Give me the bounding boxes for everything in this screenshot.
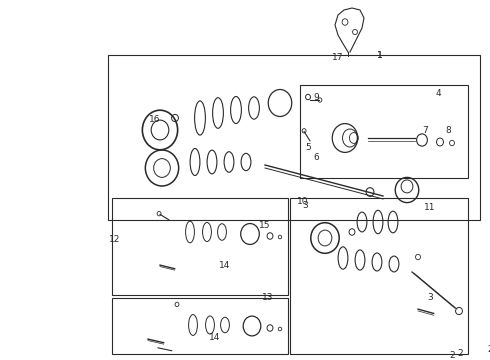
Text: 15: 15 (259, 220, 271, 230)
Text: 14: 14 (220, 261, 231, 270)
Text: 7: 7 (422, 126, 428, 135)
Text: 3: 3 (427, 293, 433, 302)
Text: 17: 17 (332, 53, 344, 62)
Text: 14: 14 (209, 333, 220, 342)
Bar (290, 198, 468, 354)
Text: 4: 4 (435, 89, 441, 98)
Text: 1: 1 (377, 51, 383, 60)
Bar (108, 55, 480, 220)
Bar (112, 298, 288, 354)
Text: 2: 2 (449, 351, 455, 360)
Text: 9: 9 (313, 93, 319, 102)
Text: 10: 10 (297, 198, 309, 207)
Text: 12: 12 (109, 235, 121, 244)
Text: 13: 13 (262, 292, 274, 301)
Text: 2: 2 (457, 350, 463, 359)
Text: 1: 1 (377, 51, 383, 60)
Text: 6: 6 (313, 153, 319, 162)
Text: 11: 11 (424, 203, 436, 212)
Bar (300, 85, 468, 178)
Text: 16: 16 (149, 116, 161, 125)
Text: 8: 8 (445, 126, 451, 135)
Bar (112, 198, 288, 295)
Text: 2: 2 (487, 346, 490, 355)
Text: 3: 3 (302, 201, 308, 210)
Text: 5: 5 (305, 144, 311, 153)
